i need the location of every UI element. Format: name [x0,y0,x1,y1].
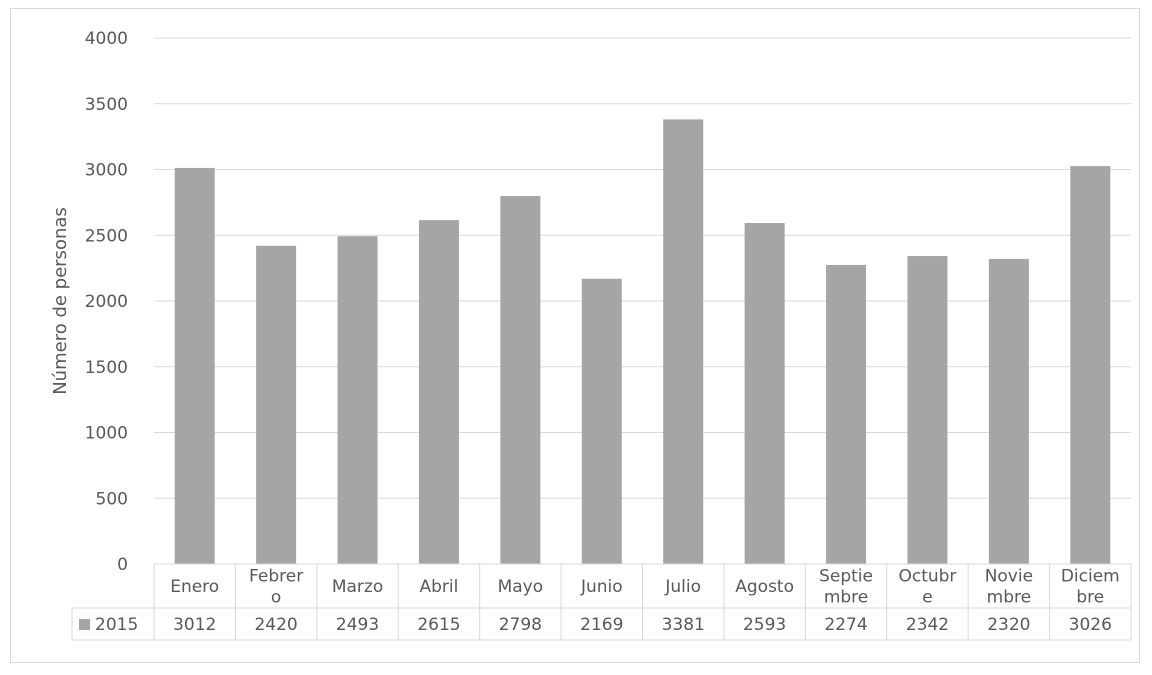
bar [174,167,215,564]
bar [907,256,948,564]
x-category-label: Julio [664,577,701,597]
y-tick-label: 3500 [85,95,128,115]
data-value-label: 2593 [743,615,786,635]
y-tick-label: 500 [96,489,128,509]
legend-label: 2015 [95,615,138,635]
x-category-label: Mayo [498,577,544,597]
y-tick-label: 4000 [85,29,128,49]
x-category-label: Diciem [1061,567,1120,587]
bar [988,258,1029,564]
data-value-label: 2420 [254,615,297,635]
data-value-label: 2615 [417,615,460,635]
bar [500,196,541,565]
x-category-label: Febrer [249,567,303,587]
bar [1070,166,1111,564]
data-value-label: 2493 [336,615,379,635]
x-category-label: Septie [819,567,873,587]
x-category-label: Abril [420,577,459,597]
bar [256,245,297,564]
x-category-label: Marzo [332,577,383,597]
y-tick-label: 3000 [85,161,128,181]
y-tick-label: 0 [117,555,128,575]
data-value-label: 2169 [580,615,623,635]
bar [581,278,622,564]
x-category-label: Enero [170,577,219,597]
x-category-label: mbre [824,588,868,608]
y-tick-label: 1500 [85,358,128,378]
bar [337,236,378,564]
data-value-label: 3012 [173,615,216,635]
x-category-label: bre [1076,588,1104,608]
data-value-label: 3026 [1069,615,1112,635]
x-category-label: e [922,588,932,608]
y-tick-label: 1000 [85,424,128,444]
bar [744,223,785,564]
data-value-label: 2274 [824,615,867,635]
legend-swatch [79,619,90,630]
data-value-label: 2342 [906,615,949,635]
bar [418,220,459,564]
bar [663,119,704,564]
x-category-label: Agosto [735,577,794,597]
x-category-label: Octubr [898,567,956,587]
y-axis-label: Número de personas [50,207,71,395]
x-category-label: o [271,588,281,608]
data-value-label: 2320 [987,615,1030,635]
y-tick-label: 2500 [85,226,128,246]
x-category-label: Junio [580,577,623,597]
x-category-label: Novie [985,567,1033,587]
x-category-label: mbre [987,588,1031,608]
data-value-label: 3381 [662,615,705,635]
bar [826,264,867,564]
data-value-label: 2798 [499,615,542,635]
y-tick-label: 2000 [85,292,128,312]
